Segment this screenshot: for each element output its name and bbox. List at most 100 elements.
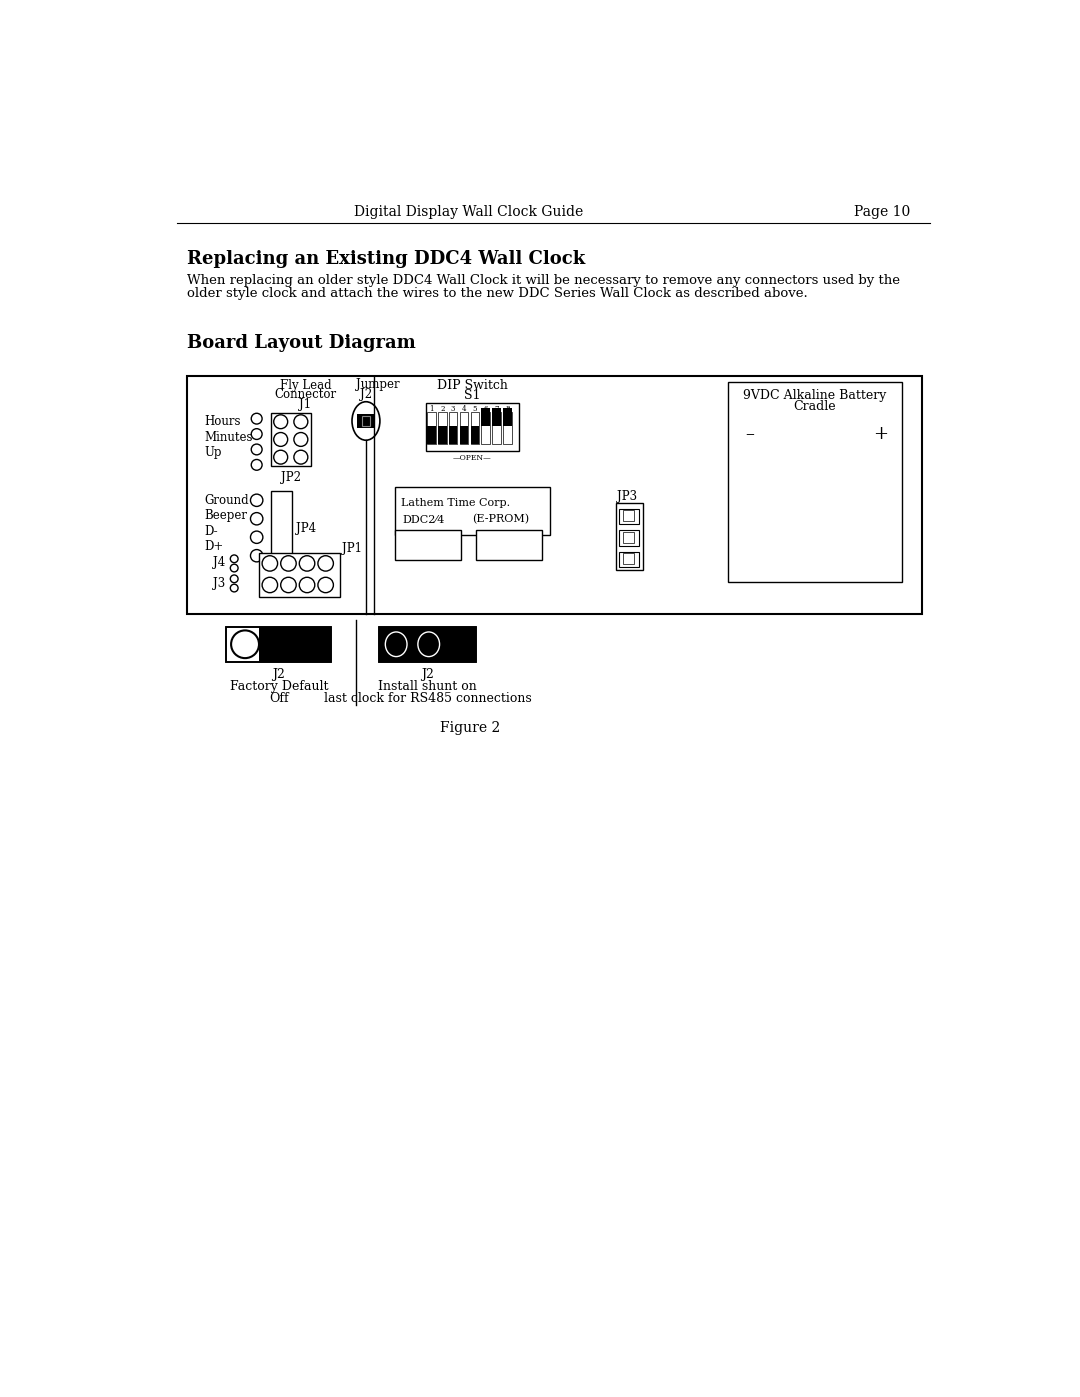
Circle shape xyxy=(273,415,287,429)
Bar xyxy=(619,552,638,567)
Text: Page 10: Page 10 xyxy=(854,205,910,219)
Text: 5: 5 xyxy=(473,405,477,412)
Bar xyxy=(503,408,512,426)
Circle shape xyxy=(230,564,238,571)
Circle shape xyxy=(251,513,262,525)
Bar xyxy=(471,426,480,444)
Bar xyxy=(482,412,490,444)
Text: Hours: Hours xyxy=(205,415,241,429)
Circle shape xyxy=(294,433,308,447)
Circle shape xyxy=(231,630,259,658)
Text: Jumper: Jumper xyxy=(356,379,400,391)
Bar xyxy=(449,426,458,444)
Circle shape xyxy=(251,549,262,562)
Text: J2: J2 xyxy=(272,668,285,680)
Bar xyxy=(428,426,435,444)
Bar xyxy=(492,412,501,444)
Text: J3: J3 xyxy=(213,577,225,590)
Ellipse shape xyxy=(418,631,440,657)
Text: J2: J2 xyxy=(421,668,434,680)
Bar xyxy=(492,408,501,426)
Ellipse shape xyxy=(386,631,407,657)
Ellipse shape xyxy=(352,402,380,440)
Circle shape xyxy=(299,577,314,592)
Bar xyxy=(227,627,332,662)
Text: 2: 2 xyxy=(440,405,445,412)
Bar xyxy=(362,415,369,426)
Bar xyxy=(623,553,634,564)
Circle shape xyxy=(294,450,308,464)
Text: Beeper: Beeper xyxy=(205,509,247,522)
Circle shape xyxy=(318,556,334,571)
Bar xyxy=(379,627,476,662)
Text: JP1: JP1 xyxy=(342,542,362,555)
Text: 1: 1 xyxy=(429,405,434,412)
Text: Up: Up xyxy=(205,446,222,460)
Bar xyxy=(449,412,458,444)
Ellipse shape xyxy=(284,631,306,657)
Circle shape xyxy=(281,556,296,571)
Circle shape xyxy=(251,531,262,543)
Bar xyxy=(394,488,550,535)
Bar xyxy=(623,532,634,542)
Text: Figure 2: Figure 2 xyxy=(440,721,500,735)
Text: J2: J2 xyxy=(360,388,372,401)
Text: D-: D- xyxy=(205,525,218,538)
Text: Lathem Time Corp.: Lathem Time Corp. xyxy=(401,497,510,507)
Circle shape xyxy=(230,584,238,592)
Bar xyxy=(728,381,902,583)
Bar xyxy=(187,376,921,615)
Bar xyxy=(619,509,638,524)
Text: —OPEN—: —OPEN— xyxy=(453,454,491,462)
Bar xyxy=(271,490,293,564)
Text: When replacing an older style DDC4 Wall Clock it will be necessary to remove any: When replacing an older style DDC4 Wall … xyxy=(187,274,900,286)
Bar xyxy=(503,412,512,444)
Text: 9VDC Alkaline Battery: 9VDC Alkaline Battery xyxy=(743,388,887,402)
Text: J4: J4 xyxy=(213,556,225,569)
Text: +: + xyxy=(873,425,888,443)
Text: S1: S1 xyxy=(464,388,481,402)
Text: Install shunt on: Install shunt on xyxy=(378,680,477,693)
Circle shape xyxy=(273,433,287,447)
Text: last clock for RS485 connections: last clock for RS485 connections xyxy=(324,693,531,705)
Circle shape xyxy=(252,414,262,425)
Bar xyxy=(428,412,435,444)
Text: (E-PROM): (E-PROM) xyxy=(472,514,529,525)
Circle shape xyxy=(294,415,308,429)
Circle shape xyxy=(230,555,238,563)
Text: Digital Display Wall Clock Guide: Digital Display Wall Clock Guide xyxy=(353,205,583,219)
Text: Off: Off xyxy=(269,693,288,705)
Bar xyxy=(426,404,518,451)
Text: 4: 4 xyxy=(462,405,467,412)
Bar xyxy=(259,627,332,662)
Text: Ground: Ground xyxy=(205,493,249,507)
Bar xyxy=(623,510,634,521)
Text: JP3: JP3 xyxy=(617,490,637,503)
Bar xyxy=(460,412,469,444)
Text: Factory Default: Factory Default xyxy=(230,680,328,693)
Bar xyxy=(616,503,643,570)
Circle shape xyxy=(252,429,262,440)
Text: –: – xyxy=(745,425,754,443)
Text: JP2: JP2 xyxy=(281,471,300,483)
Circle shape xyxy=(262,556,278,571)
Text: Minutes: Minutes xyxy=(205,430,253,444)
Text: 8: 8 xyxy=(505,405,510,412)
Text: Board Layout Diagram: Board Layout Diagram xyxy=(187,334,416,352)
Text: DIP Switch: DIP Switch xyxy=(436,379,508,393)
Text: Cradle: Cradle xyxy=(794,400,836,414)
Bar xyxy=(379,627,476,662)
Bar xyxy=(271,412,311,467)
Text: 6: 6 xyxy=(484,405,488,412)
Bar xyxy=(394,529,460,560)
Circle shape xyxy=(252,444,262,455)
Text: DDC2⁄4: DDC2⁄4 xyxy=(403,514,445,524)
Text: JP4: JP4 xyxy=(296,521,316,535)
Bar xyxy=(259,553,340,598)
Bar xyxy=(438,426,446,444)
Text: Fly Lead: Fly Lead xyxy=(280,379,332,393)
Circle shape xyxy=(262,577,278,592)
Text: older style clock and attach the wires to the new DDC Series Wall Clock as descr: older style clock and attach the wires t… xyxy=(187,288,808,300)
Text: J1: J1 xyxy=(299,398,311,411)
Text: 3: 3 xyxy=(451,405,456,412)
